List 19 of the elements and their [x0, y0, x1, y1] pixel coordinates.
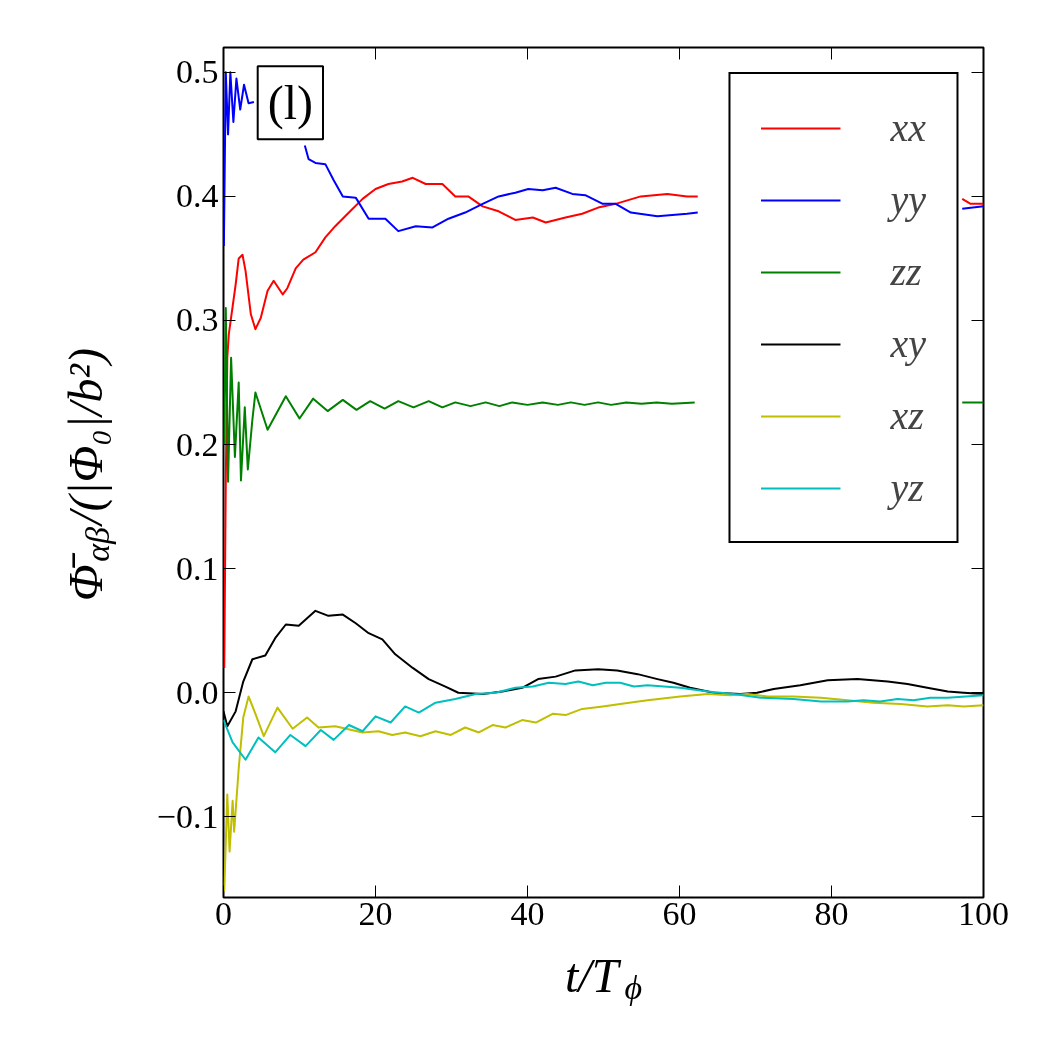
- legend-label: xz: [890, 392, 924, 439]
- x-tick-label: 60: [662, 894, 697, 932]
- y-tick-label: 0.4: [176, 177, 219, 215]
- legend-label: xy: [890, 320, 926, 367]
- x-tick-label: 40: [510, 894, 545, 932]
- y-tick-label: 0.1: [176, 549, 219, 587]
- y-tick-label: 0.0: [176, 673, 219, 711]
- y-tick-label: −0.1: [156, 797, 219, 835]
- annotation: (l): [267, 76, 314, 131]
- y-tick-label: 0.2: [176, 425, 219, 463]
- y-tick-label: 0.3: [176, 301, 219, 339]
- y-tick-label: 0.5: [176, 53, 219, 91]
- x-tick-label: 100: [958, 894, 1009, 932]
- y-axis-title: Φ̄αβ/(|Φ₀|/b²): [59, 348, 116, 601]
- legend-label: zz: [890, 248, 922, 295]
- x-tick-label: 0: [215, 894, 232, 932]
- x-tick-label: 20: [358, 894, 393, 932]
- x-tick-label: 80: [814, 894, 849, 932]
- legend-label: xx: [890, 104, 926, 151]
